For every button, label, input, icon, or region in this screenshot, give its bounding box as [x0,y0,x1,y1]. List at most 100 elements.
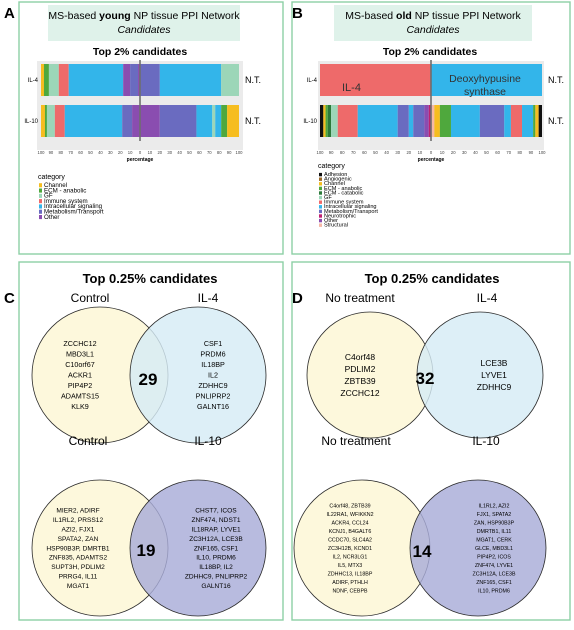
panel-b-bar-1-segment-17 [504,105,511,137]
panel-a-bar-0-segment-6 [130,64,139,96]
panel-b-legend-swatch-5 [319,195,322,200]
panel-b-legend-swatch-11 [319,223,322,227]
panel-a-tick-label-6: 40 [98,150,103,155]
panel-b-row-label-1: IL-10 [303,119,317,125]
panel-b-tick-label-18: 80 [517,150,522,155]
panel-b-legend-swatch-7 [319,205,322,209]
panel-d-border [291,261,571,621]
panel-a-bar-1-segment-6 [132,105,140,137]
panel-d-bottom-left-item-2: ACKR4, CCL24 [331,520,368,526]
panel-c-bottom-left-items: MIER2, ADIRF IL1RL2, PRSS12 AZI2, FJX1 SPAT… [46,508,109,590]
panel-d-top-right-item-2: ZDHHC9 [477,382,512,392]
panel-c-top-right-item-3: IL2 [208,371,218,380]
panel-a-bar-0-segment-3 [58,64,69,96]
panel-c-bottom-right-item-8: GALNT16 [201,583,231,590]
panel-c-bottom-right-item-7: ZDHHC9, PNLIPRP2 [185,574,248,581]
panel-c: C Top 0.25% candidates Control IL-4 29 Z… [4,261,284,621]
panel-a-tick-label-17: 70 [207,150,212,155]
panel-a-row-right-label-0: N.T. [245,75,261,85]
panel-a-bar-1-segment-10 [212,105,216,137]
panel-d-bottom-left-item-9: ADIRF, PTHLH [332,580,368,586]
panel-b-legend-label-7: Intracellular signaling [324,204,377,210]
panel-d-bottom-right-label: IL-10 [472,434,500,448]
panel-a-bar-0-segment-4 [68,64,124,96]
panel-a-tick-label-8: 20 [118,150,123,155]
panel-b-bar-1-segment-6 [357,105,398,137]
panel-b-bar-1-segment-5 [337,105,358,137]
panel-c-bottom-right-item-4: ZNF165, CSF1 [194,545,239,552]
panel-b-legend-swatch-0 [319,172,322,177]
panel-a-bar-0-segment-2 [48,64,59,96]
panel-d-bottom-right-items: IL1RL2, AZI2 FJX1, SPATA2 ZAN, HSP90B3P DMR… [473,503,516,594]
panel-b-bar-1-segment-18 [510,105,523,137]
panel-c-bottom-right-items: CHST7, ICOS ZNF474, NDST1 IL18RAP, LYVE1 ZC… [185,508,248,590]
panel-d-top-right-item-0: LCE3B [481,358,508,368]
panel-c-top-overlap-count: 29 [139,370,158,389]
panel-c-top-left-label: Control [71,291,110,305]
panel-a-tick-label-4: 60 [78,150,83,155]
panel-b-bar-1-segment-19 [522,105,534,137]
panel-d-top-right-item-1: LYVE1 [481,370,507,380]
panel-a-bar-1-segment-8 [159,105,197,137]
panel-b-bar-1-segment-3 [327,105,332,137]
panel-b-bar-1-segment-7 [397,105,409,137]
panel-d-bottom-right-item-0: IL1RL2, AZI2 [479,503,510,509]
panel-a-ticks: 100 90 80 70 60 50 40 30 20 10 0 10 20 30 40 50 60 70 80 90… [38,150,244,155]
panel-b-bars: IL-4 N.T. IL-10 N.T. [303,60,564,141]
panel-a-tick-label-5: 50 [88,150,93,155]
panel-b-tick-label-7: 30 [395,150,400,155]
panel-c-bottom-left-item-7: PRRG4, IL11 [59,574,98,581]
panel-b-tick-label-4: 60 [362,150,367,155]
panel-b-xlabel: percentage [418,157,445,163]
panel-b-il4-right-label-1: Deoxyhypusine [449,73,521,85]
panel-b-legend-label-3: ECM - anabolic [324,186,362,192]
panel-d-bottom-left-item-5: ZC3H12B, KCND1 [328,546,372,552]
panel-c-bottom-left-item-2: AZI2, FJX1 [62,527,95,534]
panel-b-bar-1-segment-1 [323,105,326,137]
panel-b-tick-label-19: 90 [529,150,534,155]
panel-a-bar-1-segment-4 [64,105,123,137]
panel-b-bar-1-segment-21 [535,105,539,137]
panel-a-bar-0-segment-10 [221,64,239,96]
panel-a-letter: A [4,5,15,22]
panel-a-legend-swatch-6 [39,215,42,220]
panel-a-legend-swatch-3 [39,199,42,204]
panel-a-chart-title: Top 2% candidates [93,46,187,58]
panel-b-subtitle: Candidates [406,24,460,36]
panel-b-tick-label-5: 50 [373,150,378,155]
panel-a-tick-label-16: 60 [197,150,202,155]
panel-d-bottom-left-item-1: IL22RA1, WFIKKN2 [326,512,373,518]
panel-a-bar-0-segment-0 [41,64,44,96]
panel-b-tick-label-6: 40 [384,150,389,155]
panel-d-bottom-left-item-3: KCNJ1, B4GALT6 [329,529,372,535]
panel-b-legend-label-0: Adhesion [324,172,347,178]
panel-a-bar-1-segment-13 [227,105,239,137]
panel-c-bottom-right-item-5: IL10, PRDM6 [196,555,236,562]
panel-b-ticks: 100 90 80 70 60 50 40 30 20 10 0 10 20 30 40 50 60 70 80 90… [317,150,547,155]
panel-b-legend-swatch-4 [319,191,322,195]
panel-d-top-left-item-3: ZCCHC12 [340,388,379,398]
panel-a-bar-1-segment-11 [215,105,222,137]
panel-d-top-left-item-2: ZBTB39 [344,376,375,386]
panel-b-legend-swatch-8 [319,209,322,214]
panel-a-bar-1-segment-2 [46,105,55,137]
panel-d-top-left-label: No treatment [325,291,395,305]
panel-d: D Top 0.25% candidates No treatment IL-4… [291,261,571,621]
panel-a-tick-label-14: 40 [177,150,182,155]
panel-b-tick-label-20: 100 [539,150,547,155]
panel-d-bottom-left-item-8: ZDHHC13, IL18BP [328,571,373,577]
panel-a-tick-label-2: 80 [58,150,63,155]
panel-a-tick-label-3: 70 [68,150,73,155]
panel-b: B MS-based old NP tissue PPI Network Can… [291,1,571,255]
panel-a-tick-label-18: 80 [217,150,222,155]
panel-c-top-right-item-1: PRDM6 [200,350,225,359]
panel-d-bottom-right-circle [409,479,547,617]
panel-d-bottom-right-item-2: ZAN, HSP90B3P [474,520,515,526]
panel-a-bar-0-segment-5 [123,64,131,96]
panel-c-title: Top 0.25% candidates [83,271,218,286]
panel-a-tick-label-19: 90 [227,150,232,155]
panel-b-bar-1-segment-20 [533,105,536,137]
panel-b-tick-label-11: 10 [440,150,445,155]
